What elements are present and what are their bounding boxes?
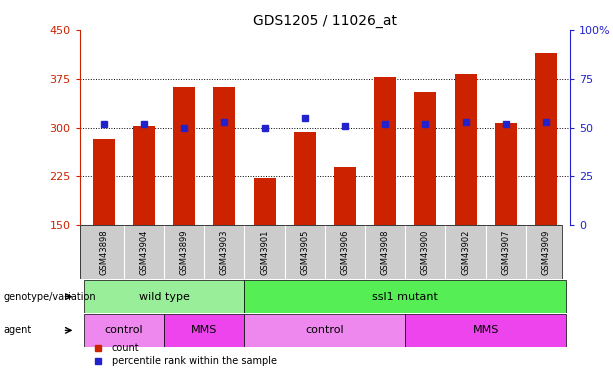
Text: GSM43904: GSM43904 <box>140 230 148 275</box>
Text: MMS: MMS <box>473 326 499 335</box>
Bar <box>213 87 235 225</box>
Text: GSM43907: GSM43907 <box>501 230 510 275</box>
Text: GSM43906: GSM43906 <box>340 230 349 275</box>
Bar <box>414 92 436 225</box>
Text: ssl1 mutant: ssl1 mutant <box>372 292 438 302</box>
Text: GSM43898: GSM43898 <box>99 230 109 275</box>
Bar <box>93 138 115 225</box>
Text: wild type: wild type <box>139 292 189 302</box>
Bar <box>84 314 164 347</box>
Text: control: control <box>305 326 345 335</box>
Title: GDS1205 / 11026_at: GDS1205 / 11026_at <box>253 13 397 28</box>
Bar <box>84 280 245 313</box>
Text: genotype/variation: genotype/variation <box>3 292 96 302</box>
Bar <box>495 123 517 225</box>
Text: GSM43900: GSM43900 <box>421 230 430 275</box>
Text: GSM43899: GSM43899 <box>180 230 189 275</box>
Bar <box>245 280 566 313</box>
Bar <box>454 74 477 225</box>
Text: control: control <box>105 326 143 335</box>
Text: agent: agent <box>3 326 31 335</box>
Legend: count, percentile rank within the sample: count, percentile rank within the sample <box>85 339 281 370</box>
Bar <box>164 314 245 347</box>
Text: GSM43909: GSM43909 <box>541 230 550 275</box>
Text: GSM43902: GSM43902 <box>461 230 470 275</box>
Bar <box>254 177 276 225</box>
Text: GSM43905: GSM43905 <box>300 230 310 275</box>
Bar <box>173 87 196 225</box>
Bar <box>334 166 356 225</box>
Bar <box>294 132 316 225</box>
Text: MMS: MMS <box>191 326 218 335</box>
Text: GSM43908: GSM43908 <box>381 230 390 275</box>
Text: GSM43903: GSM43903 <box>220 230 229 275</box>
Bar <box>374 77 396 225</box>
Bar <box>405 314 566 347</box>
Bar <box>535 53 557 225</box>
Text: GSM43901: GSM43901 <box>260 230 269 275</box>
Bar <box>245 314 405 347</box>
Bar <box>133 126 155 225</box>
